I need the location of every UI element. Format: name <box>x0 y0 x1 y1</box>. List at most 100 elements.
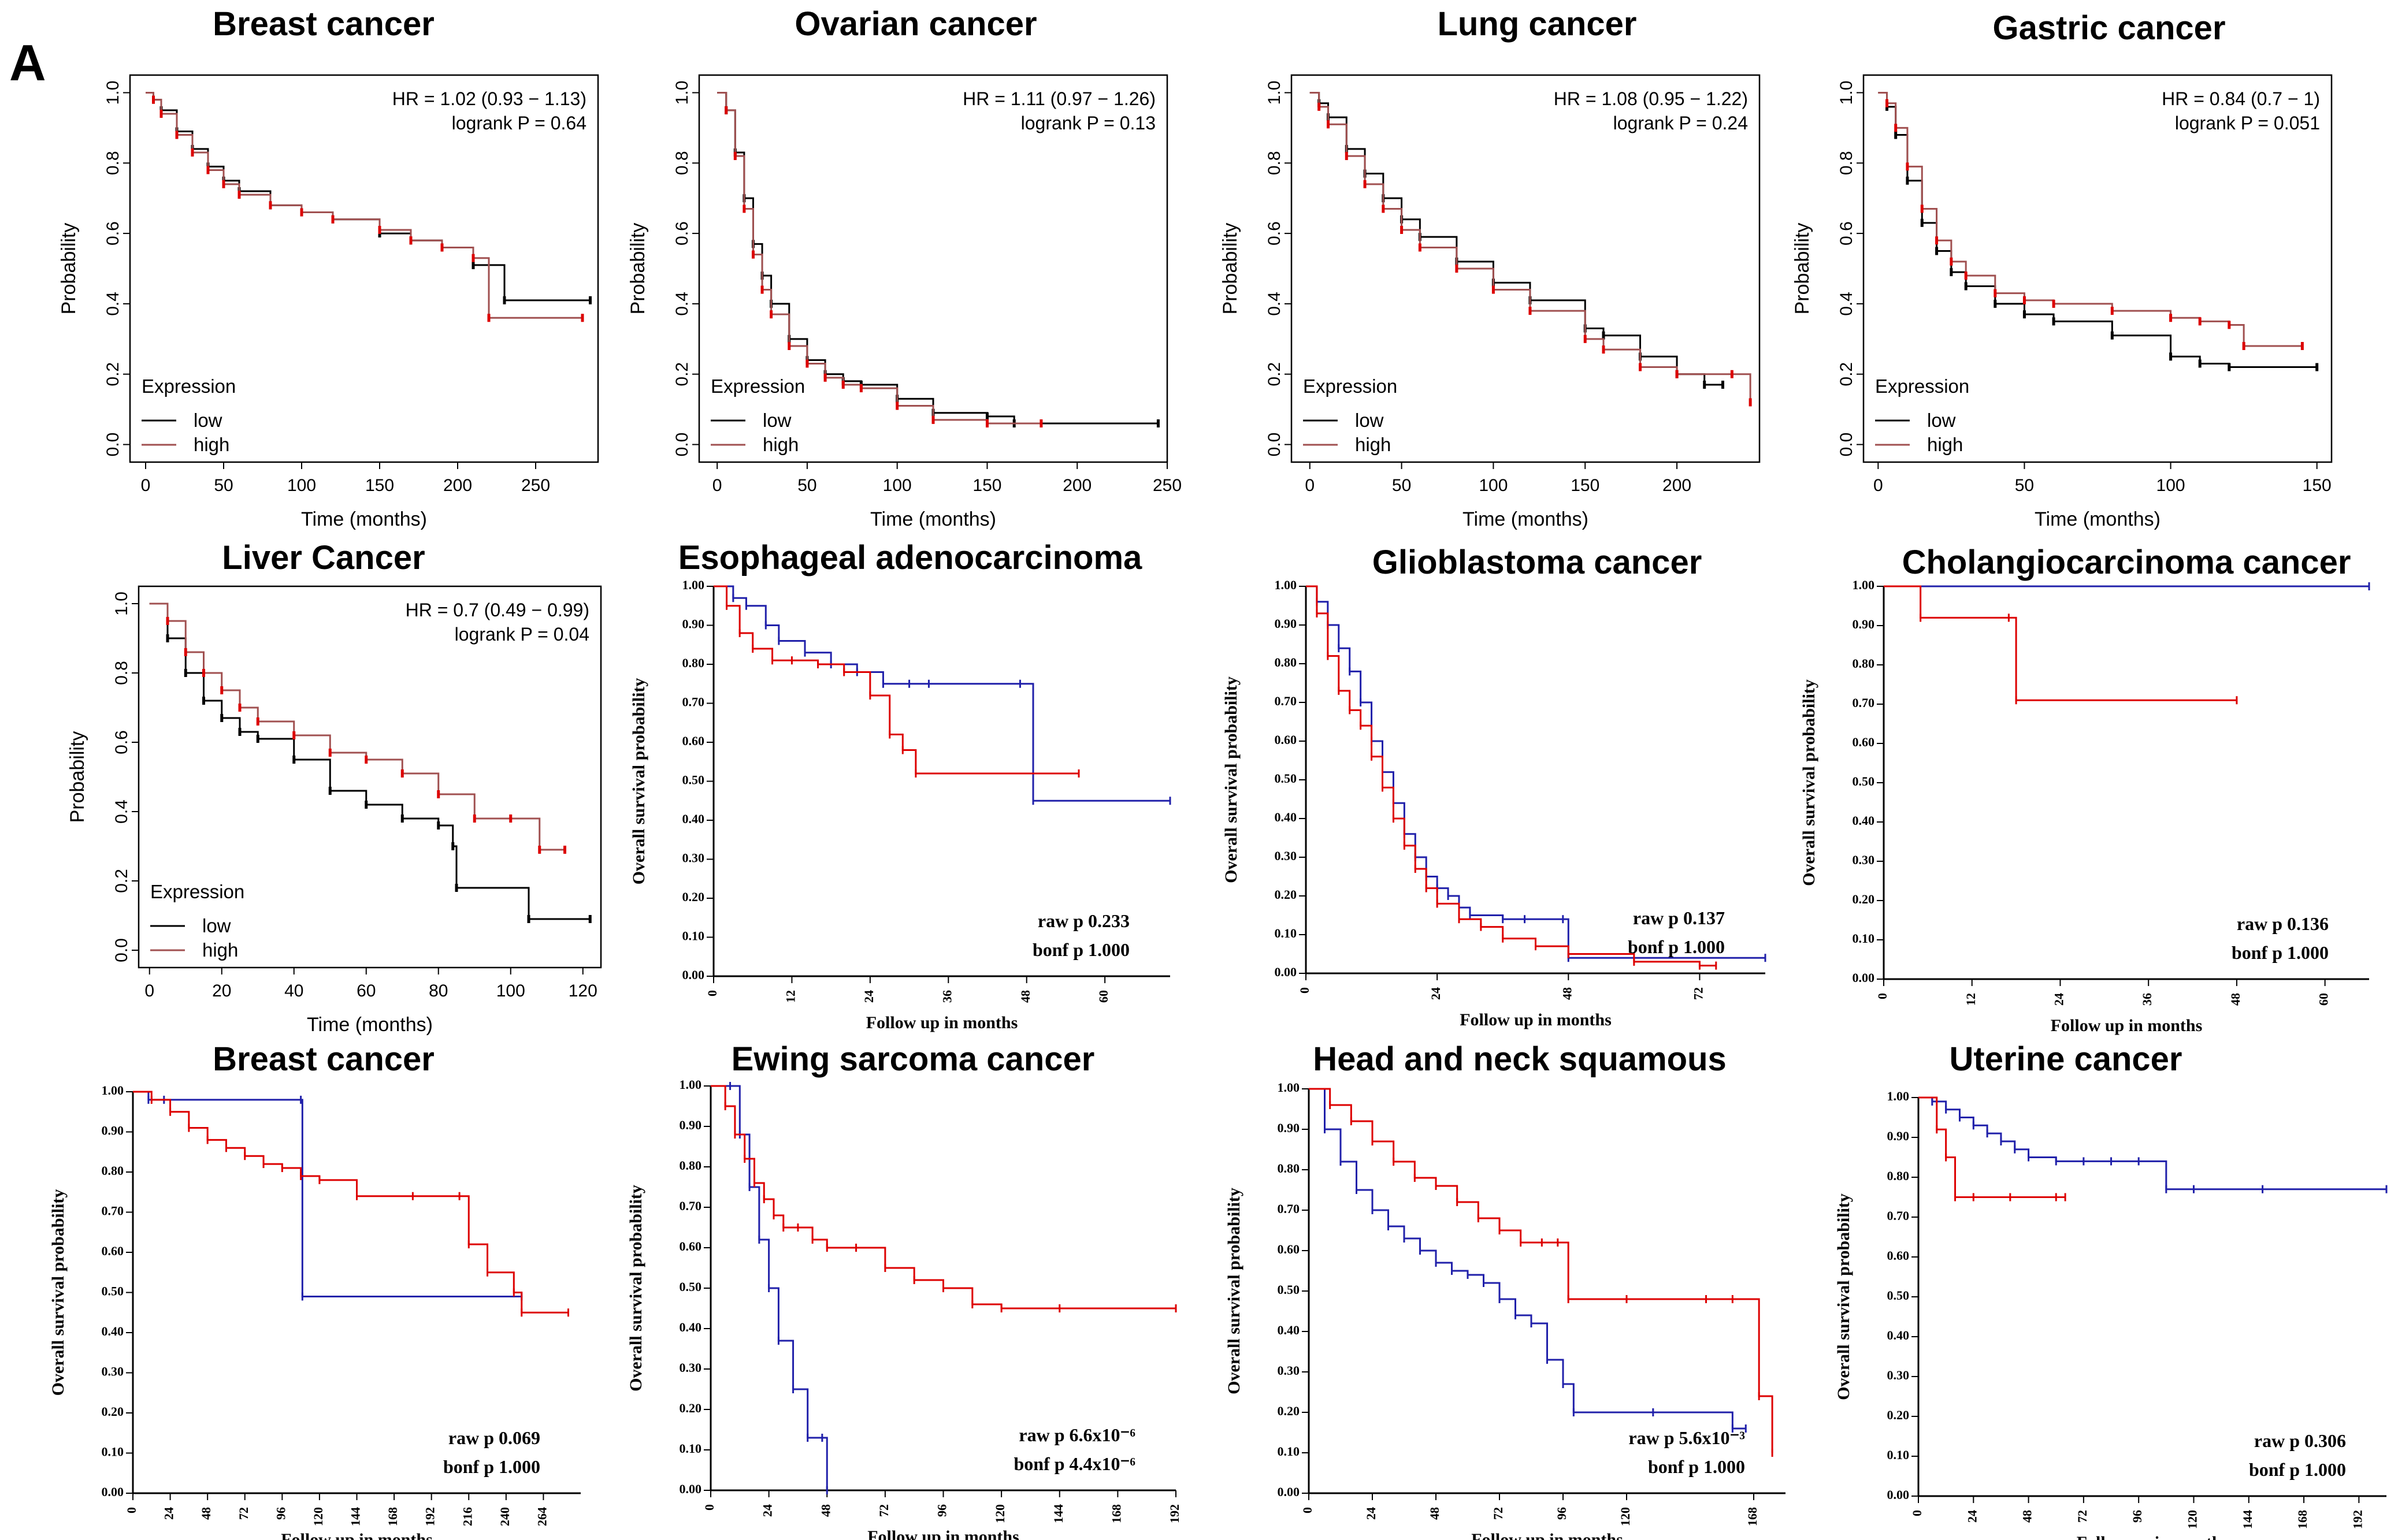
km-liver-hazard-ratio: HR = 0.7 (0.49 − 0.99) <box>406 600 589 620</box>
os-ewing-ytick-label: 0.20 <box>680 1401 702 1415</box>
km-gastric-ytick-label: 1.0 <box>1837 81 1856 105</box>
os-cholangio-xtick-label: 12 <box>1963 993 1978 1006</box>
os-cholangio-bonf-p: bonf p 1.000 <box>2232 942 2329 963</box>
km-liver-xtick-label: 0 <box>144 981 154 1000</box>
os-headneck-title: Head and neck squamous <box>1313 1040 1727 1078</box>
os-headneck-ytick-label: 0.30 <box>1278 1363 1300 1378</box>
os-esophageal-xtick-label: 60 <box>1096 990 1111 1003</box>
os-ewing-bonf-p: bonf p 4.4x10⁻⁶ <box>1014 1453 1135 1474</box>
km-ovarian-ytick-label: 0.8 <box>673 151 692 175</box>
os-uterine-ytick-label: 0.70 <box>1887 1208 1910 1223</box>
os-breast2-xlabel: Follow up in months <box>281 1530 433 1540</box>
km-ovarian-xtick-label: 150 <box>972 476 1001 495</box>
km-ovarian-hazard-ratio: HR = 1.11 (0.97 − 1.26) <box>963 88 1156 109</box>
os-uterine-xtick-label: 48 <box>2020 1510 2035 1523</box>
os-esophageal-raw-p: raw p 0.233 <box>1038 910 1130 931</box>
os-headneck-series-blue <box>1309 1088 1746 1430</box>
os-uterine-xtick-label: 192 <box>2350 1510 2364 1529</box>
os-ewing-xtick-label: 0 <box>702 1504 717 1511</box>
os-uterine-title: Uterine cancer <box>1949 1040 2182 1078</box>
km-lung-ytick-label: 1.0 <box>1265 81 1284 105</box>
os-breast2-xtick-label: 120 <box>311 1507 325 1526</box>
os-glioblastoma-ytick-label: 0.90 <box>1275 616 1297 631</box>
os-glioblastoma-ytick-label: 0.60 <box>1275 732 1297 747</box>
km-lung-hazard-ratio: HR = 1.08 (0.95 − 1.22) <box>1554 88 1748 109</box>
os-esophageal-chart: 0 12 24 36 48 60 0.00 0.10 0.20 0.30 0.40 0.50 0.60 0… <box>629 578 1171 1032</box>
km-gastric-logrank-p: logrank P = 0.051 <box>2175 113 2320 133</box>
os-uterine-ytick-label: 0.40 <box>1887 1328 1910 1342</box>
km-liver-xtick-label: 80 <box>429 981 448 1000</box>
km-ovarian-title: Ovarian cancer <box>795 5 1037 43</box>
km-liver-ytick-label: 0.6 <box>112 730 131 754</box>
km-ovarian-series-low <box>717 91 1159 425</box>
os-headneck-xtick-label: 24 <box>1364 1507 1378 1520</box>
os-uterine-bonf-p: bonf p 1.000 <box>2249 1459 2346 1480</box>
os-breast2-xtick-label: 72 <box>236 1507 251 1520</box>
os-uterine-series-red <box>1918 1096 2066 1198</box>
km-gastric-xlabel: Time (months) <box>2035 508 2161 530</box>
os-glioblastoma-ytick-label: 0.70 <box>1275 694 1297 708</box>
os-headneck-ytick-label: 0.60 <box>1278 1242 1300 1256</box>
os-ewing-xtick-label: 144 <box>1051 1504 1066 1523</box>
km-breast-ytick-label: 0.2 <box>103 362 123 386</box>
os-headneck-bonf-p: bonf p 1.000 <box>1648 1456 1745 1477</box>
os-headneck-ytick-label: 0.10 <box>1278 1444 1300 1459</box>
os-glioblastoma-ytick-label: 0.80 <box>1275 655 1297 669</box>
os-glioblastoma-ytick-label: 0.40 <box>1275 810 1297 824</box>
km-lung-legend-label-low: low <box>1355 410 1384 431</box>
os-headneck-xlabel: Follow up in months <box>1471 1530 1623 1540</box>
km-liver-logrank-p: logrank P = 0.04 <box>455 624 589 645</box>
km-breast-xlabel: Time (months) <box>301 508 427 530</box>
os-cholangio-ytick-label: 0.80 <box>1853 656 1875 671</box>
km-liver-frame <box>138 585 602 969</box>
km-lung-logrank-p: logrank P = 0.24 <box>1613 113 1748 133</box>
km-ovarian-series-high <box>717 91 1041 425</box>
km-ovarian-legend-label-high: high <box>763 434 799 455</box>
km-lung-ytick-label: 0.8 <box>1265 151 1284 175</box>
os-uterine-raw-p: raw p 0.306 <box>2254 1430 2346 1451</box>
km-liver-ytick-label: 1.0 <box>112 592 131 616</box>
os-esophageal-ytick-label: 0.60 <box>682 734 705 748</box>
os-headneck-xtick-label: 168 <box>1745 1507 1759 1526</box>
km-gastric-legend-label-high: high <box>1927 434 1963 455</box>
os-glioblastoma-ytick-label: 0.00 <box>1275 965 1297 979</box>
km-breast-chart: 0 50 100 150 200 250 0.0 0.2 0.4 0.6 0.8 1.0 Time (m… <box>58 74 599 530</box>
os-breast2-raw-p: raw p 0.069 <box>448 1427 540 1448</box>
os-uterine-ytick-label: 0.20 <box>1887 1408 1910 1422</box>
os-esophageal-series-blue <box>714 585 1170 802</box>
os-ewing-ytick-label: 0.90 <box>680 1118 702 1132</box>
os-ewing-ytick-label: 0.80 <box>680 1158 702 1173</box>
os-breast2-series-blue <box>133 1091 522 1297</box>
os-glioblastoma-series-blue <box>1306 585 1765 959</box>
km-liver-title: Liver Cancer <box>222 539 425 576</box>
km-gastric-ytick-label: 0.0 <box>1837 433 1856 457</box>
km-ovarian-ytick-label: 0.2 <box>673 362 692 386</box>
os-esophageal-xtick-label: 12 <box>783 990 797 1003</box>
os-uterine-ytick-label: 0.60 <box>1887 1248 1910 1263</box>
km-gastric-xtick-label: 100 <box>2156 476 2185 495</box>
os-esophageal-ytick-label: 0.40 <box>682 812 705 826</box>
km-breast-xtick-label: 250 <box>521 476 550 495</box>
km-liver-xtick-label: 60 <box>357 981 376 1000</box>
os-uterine-xtick-label: 144 <box>2240 1510 2255 1529</box>
os-headneck-ylabel: Overall survival probability <box>1224 1188 1243 1394</box>
km-ovarian-xtick-label: 50 <box>797 476 816 495</box>
km-breast-title: Breast cancer <box>213 5 435 43</box>
os-breast2-ytick-label: 0.50 <box>102 1284 124 1299</box>
os-ewing-chart: 0 24 48 72 96 120 144 168 192 0.00 0.10 0.20 0.30 0.4… <box>626 1077 1182 1540</box>
km-breast-frame <box>129 74 599 463</box>
km-liver-ytick-label: 0.0 <box>112 938 131 962</box>
os-breast2-xtick-label: 240 <box>498 1507 512 1526</box>
km-liver-legend-label-high: high <box>202 939 238 961</box>
os-cholangio-xtick-label: 24 <box>2052 993 2066 1006</box>
os-esophageal-xtick-label: 36 <box>940 990 954 1003</box>
km-liver-ytick-label: 0.2 <box>112 869 131 893</box>
os-glioblastoma-bonf-p: bonf p 1.000 <box>1628 936 1725 957</box>
os-breast2-ytick-label: 0.10 <box>102 1445 124 1459</box>
os-glioblastoma-raw-p: raw p 0.137 <box>1633 907 1725 928</box>
km-liver-legend-title: Expression <box>150 881 244 902</box>
os-cholangio-ytick-label: 0.30 <box>1853 853 1875 867</box>
km-gastric-ytick-label: 0.6 <box>1837 221 1856 245</box>
os-cholangio-xtick-label: 36 <box>2140 993 2154 1006</box>
